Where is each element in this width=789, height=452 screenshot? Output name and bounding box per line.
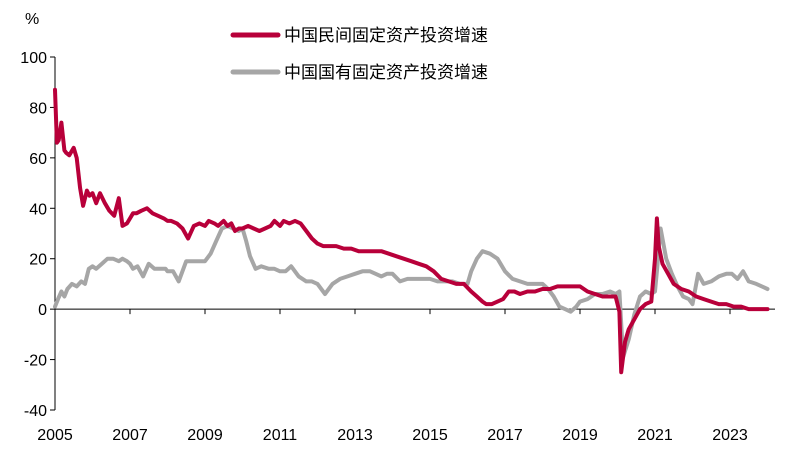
x-tick-label: 2015 [412, 427, 448, 444]
x-tick-label: 2021 [637, 427, 673, 444]
series-layer [53, 87, 770, 375]
x-ticks: 2005 2007 2009 2011 2013 2015 2017 2019 2021 2023 [37, 309, 748, 444]
y-ticks: 100 80 60 40 20 0 -20 -40 [20, 50, 55, 420]
x-tick-label: 2017 [487, 427, 523, 444]
legend: 中国民间固定资产投资增速 中国国有固定资产投资增速 [230, 26, 488, 82]
legend-item-private: 中国民间固定资产投资增速 [230, 26, 488, 45]
y-tick-label: 60 [29, 151, 47, 168]
y-tick-label: 0 [38, 302, 47, 319]
legend-label-state-owned: 中国国有固定资产投资增速 [284, 63, 488, 82]
legend-label-private: 中国民间固定资产投资增速 [284, 26, 488, 45]
y-tick-label: 80 [29, 100, 47, 117]
x-tick-label: 2011 [263, 427, 298, 444]
x-tick-label: 2007 [112, 427, 148, 444]
legend-item-state-owned: 中国国有固定资产投资增速 [230, 63, 488, 82]
y-tick-label: -40 [24, 403, 47, 420]
x-tick-label: 2005 [37, 427, 73, 444]
y-axis-unit-label: % [25, 11, 39, 28]
x-tick-label: 2009 [187, 427, 223, 444]
y-tick-label: 100 [20, 50, 47, 67]
x-tick-label: 2023 [712, 427, 748, 444]
axes [54, 57, 775, 410]
y-tick-label: 40 [29, 201, 47, 218]
x-tick-label: 2013 [337, 427, 373, 444]
y-tick-label: 20 [29, 252, 47, 269]
x-tick-label: 2019 [562, 427, 598, 444]
y-tick-label: -20 [24, 353, 47, 370]
series-line-private [53, 87, 770, 375]
